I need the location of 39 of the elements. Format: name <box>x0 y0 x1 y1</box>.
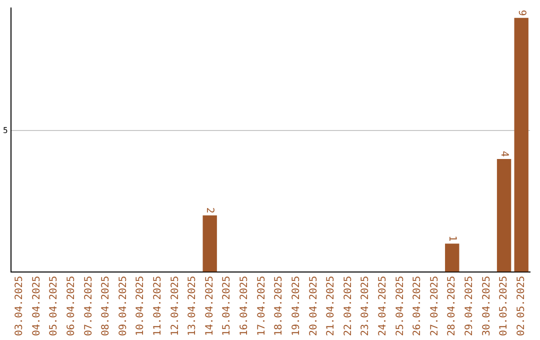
data-label: 1 <box>446 236 458 242</box>
x-tick-label: 05.04.2025 <box>48 276 60 336</box>
x-tick-label: 18.04.2025 <box>274 276 285 336</box>
x-tick-label: 02.05.2025 <box>516 276 527 336</box>
x-tick-label: 11.04.2025 <box>152 276 164 336</box>
data-label: 4 <box>498 150 510 157</box>
x-tick-label: 13.04.2025 <box>187 276 198 336</box>
bar <box>445 244 460 272</box>
x-tick-label: 12.04.2025 <box>170 276 181 336</box>
x-tick-label: 08.04.2025 <box>100 276 112 336</box>
x-tick-label: 30.04.2025 <box>481 276 492 336</box>
x-tick-label: 15.04.2025 <box>222 276 233 336</box>
x-tick-label: 22.04.2025 <box>342 276 354 336</box>
x-tick-label: 16.04.2025 <box>239 276 250 336</box>
x-tick-label: 29.04.2025 <box>464 276 476 336</box>
x-tick-label: 04.04.2025 <box>31 276 42 336</box>
x-tick-label: 14.04.2025 <box>204 276 216 336</box>
x-tick-label: 01.05.2025 <box>498 276 510 336</box>
x-tick-label: 21.04.2025 <box>326 276 337 336</box>
x-tick-label: 17.04.2025 <box>256 276 268 336</box>
bar <box>496 158 512 272</box>
bar <box>514 18 528 272</box>
x-tick-label: 06.04.2025 <box>66 276 77 336</box>
x-tick-label: 19.04.2025 <box>290 276 302 336</box>
x-tick-label: 03.04.2025 <box>14 276 26 336</box>
bar <box>202 215 217 272</box>
data-label: 2 <box>204 207 216 214</box>
x-tick-label: 25.04.2025 <box>394 276 406 336</box>
x-tick-label: 09.04.2025 <box>118 276 129 336</box>
x-tick-label: 07.04.2025 <box>83 276 94 336</box>
x-tick-label: 20.04.2025 <box>308 276 320 336</box>
x-tick-label: 27.04.2025 <box>429 276 440 336</box>
y-tick-label: 5 <box>2 126 8 135</box>
x-tick-label: 24.04.2025 <box>377 276 388 336</box>
x-tick-label: 26.04.2025 <box>412 276 424 336</box>
x-tick-label: 23.04.2025 <box>360 276 372 336</box>
x-tick-label: 10.04.2025 <box>135 276 146 336</box>
data-label: 9 <box>516 10 527 16</box>
x-tick-label: 28.04.2025 <box>446 276 458 336</box>
